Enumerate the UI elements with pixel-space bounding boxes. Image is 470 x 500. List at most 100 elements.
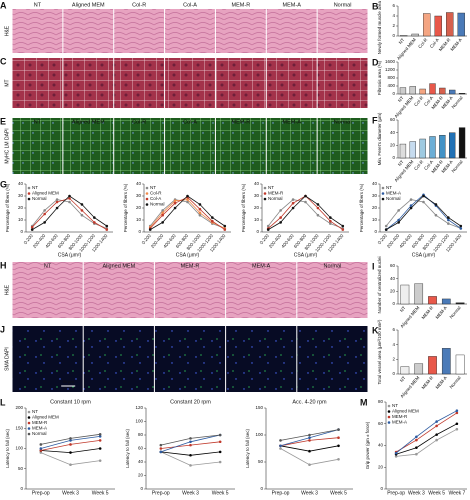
y-tick-label: 10 — [136, 217, 142, 222]
bar — [457, 12, 465, 37]
x-axis-label: CSA (μm²) — [294, 252, 318, 258]
data-point — [189, 437, 192, 440]
bar — [400, 284, 410, 305]
bar — [411, 33, 419, 37]
legend-label: Normal — [268, 196, 283, 201]
legend-label: MEM-A — [32, 426, 47, 431]
y-axis-label: Grip power (gm ± force) — [365, 421, 370, 469]
stain-label: MyHC LM DAPI — [4, 128, 10, 163]
micrograph — [165, 118, 215, 174]
legend-label: MEM-A — [386, 191, 401, 196]
bar — [409, 141, 416, 159]
legend-label: Normal — [150, 202, 165, 207]
data-point — [159, 443, 163, 447]
y-tick-label: 20 — [254, 205, 260, 210]
data-point — [43, 209, 46, 212]
bar — [409, 86, 416, 95]
data-point — [435, 433, 438, 436]
data-point — [279, 447, 282, 450]
data-point — [422, 194, 425, 198]
data-point — [337, 444, 340, 448]
data-point — [223, 228, 227, 231]
data-point — [308, 433, 311, 437]
bar — [449, 89, 456, 95]
y-tick-label: 1600 — [385, 59, 396, 64]
data-point — [316, 206, 320, 210]
y-tick-label: 0 — [140, 486, 143, 491]
y-axis-label: Total vessel area (μm²/100 mm²) — [377, 319, 382, 384]
y-tick-label: 50 — [258, 459, 264, 464]
data-point — [308, 463, 311, 467]
data-point — [384, 228, 388, 231]
bar — [434, 15, 442, 37]
x-tick-label: Col-A — [423, 159, 434, 171]
data-point — [69, 437, 72, 440]
x-tick-label: Week 5 — [330, 490, 347, 496]
series-line — [160, 451, 221, 466]
x-tick-label: Col-R — [413, 95, 425, 108]
micrograph — [12, 118, 63, 174]
x-tick-label: NT — [398, 37, 406, 45]
y-tick-label: 60 — [138, 446, 144, 451]
y-tick-label: 40 — [18, 181, 24, 186]
legend-label: MEM-R — [268, 191, 284, 196]
y-tick-label: 20 — [378, 464, 384, 469]
x-tick-label: Week 3 — [408, 490, 425, 496]
bar — [419, 138, 426, 159]
y-tick-label: 0 — [374, 229, 377, 234]
data-point — [189, 464, 192, 467]
legend-marker — [381, 192, 385, 195]
legend-marker — [381, 186, 385, 190]
legend-marker — [387, 410, 391, 413]
data-point — [161, 213, 164, 217]
data-point — [415, 446, 418, 449]
y-tick-label: 150 — [255, 405, 263, 410]
data-point — [316, 213, 320, 217]
data-point — [198, 203, 202, 206]
x-tick-label: Prep-op — [387, 490, 405, 496]
panel-letter: B — [372, 1, 379, 11]
data-point — [316, 203, 320, 206]
data-point — [148, 228, 152, 231]
bar — [429, 136, 436, 159]
data-point — [173, 199, 177, 203]
y-tick-label: 40 — [254, 181, 260, 186]
y-tick-label: 60 — [390, 263, 396, 268]
legend-marker — [27, 186, 31, 190]
data-point — [341, 224, 345, 228]
y-tick-label: 10 — [254, 217, 260, 222]
micrograph — [12, 58, 63, 108]
bar — [399, 87, 407, 95]
legend-marker — [263, 197, 267, 201]
y-tick-label: 0 — [392, 33, 395, 38]
micrograph — [317, 118, 368, 174]
data-point — [68, 194, 71, 198]
x-tick-label: 0-200 — [377, 233, 389, 245]
legend-label: Col-R — [150, 191, 162, 196]
y-axis-label: Latency to fall (sec) — [125, 428, 130, 468]
y-tick-label: 150 — [15, 425, 23, 430]
data-point — [415, 452, 418, 456]
legend-marker — [387, 415, 391, 419]
y-tick-label: 100 — [15, 446, 23, 451]
panel-letter: D — [372, 57, 379, 67]
y-axis-label: Percentage of fibers (%) — [241, 183, 246, 232]
micrograph — [114, 9, 165, 53]
micrograph — [317, 9, 368, 53]
bar — [419, 88, 426, 95]
panel-letter: I — [372, 261, 375, 271]
data-point — [434, 213, 438, 217]
bar — [441, 298, 451, 305]
data-point — [68, 197, 71, 200]
data-point — [211, 216, 214, 219]
bar — [439, 87, 446, 95]
bar — [428, 296, 437, 305]
column-label: Col-R — [132, 2, 146, 8]
data-point — [93, 216, 96, 219]
micrograph — [297, 326, 368, 392]
y-axis-label: Percentage of fibers (%) — [123, 183, 128, 232]
data-point — [308, 439, 311, 442]
data-point — [173, 206, 177, 210]
data-point — [409, 206, 413, 210]
data-point — [422, 200, 425, 204]
